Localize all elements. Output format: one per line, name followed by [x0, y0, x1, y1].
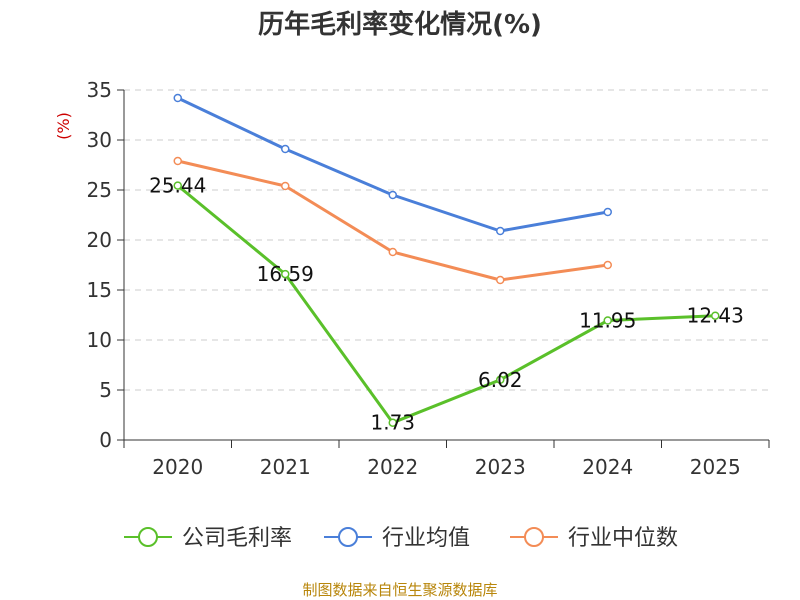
series-line-2 — [177, 159, 608, 282]
y-tick-label-0: 0 — [99, 428, 112, 452]
data-label-2022: 1.73 — [370, 411, 415, 435]
x-tick-label-2024: 2024 — [582, 455, 633, 479]
y-tick-label-30: 30 — [87, 128, 112, 152]
series-1 — [173, 93, 612, 236]
series-line-1 — [177, 96, 609, 233]
data-point-0-2025 — [711, 311, 720, 320]
x-tick-label-2020: 2020 — [152, 455, 203, 479]
data-point-2-2023 — [496, 275, 505, 285]
data-point-1-2021 — [281, 144, 290, 154]
data-point-1-2023 — [496, 226, 505, 236]
y-tick-label-25: 25 — [87, 178, 112, 202]
data-labels: 25.44 16.59 1.73 6.02 11.95 12.43 — [149, 174, 744, 435]
chart-title: 历年毛利率变化情况(%) — [258, 10, 542, 40]
x-tick-label-2022: 2022 — [367, 455, 418, 479]
data-point-1-2022 — [388, 190, 397, 200]
legend-marker-2 — [524, 527, 544, 547]
data-label-2024: 11.95 — [579, 309, 636, 333]
y-tick-label-10: 10 — [87, 328, 112, 352]
legend-item-1: 行业均值 — [324, 526, 470, 551]
data-point-0-2021 — [281, 269, 290, 279]
legend-marker-0 — [138, 527, 158, 547]
y-tick-label-5: 5 — [99, 378, 112, 402]
legend-item-0: 公司毛利率 — [124, 526, 292, 551]
legend-item-2: 行业中位数 — [510, 526, 678, 551]
data-point-0-2024 — [603, 316, 612, 325]
series-line-0 — [176, 184, 716, 425]
y-tick-label-20: 20 — [87, 228, 112, 252]
legend-label-1: 行业均值 — [382, 526, 470, 551]
y-tick-label-35: 35 — [87, 78, 112, 102]
source-note: 制图数据来自恒生聚源数据库 — [302, 581, 498, 599]
legend: 公司毛利率 行业均值 行业中位数 — [124, 526, 678, 551]
data-point-0-2020 — [173, 181, 182, 190]
x-tick-label-2025: 2025 — [690, 455, 741, 479]
data-label-2020: 25.44 — [149, 174, 206, 198]
data-label-2025: 12.43 — [687, 304, 744, 328]
series-0 — [173, 181, 720, 427]
data-point-2-2021 — [281, 181, 290, 191]
data-label-2021: 16.59 — [257, 262, 314, 286]
gridlines — [124, 89, 769, 391]
x-tick-label-2021: 2021 — [260, 455, 311, 479]
data-point-2-2020 — [173, 156, 182, 166]
data-point-2-2024 — [603, 260, 612, 270]
x-tick-label-2023: 2023 — [475, 455, 526, 479]
data-point-0-2023 — [496, 375, 505, 385]
legend-marker-1 — [338, 527, 358, 547]
series — [173, 93, 720, 427]
data-label-2023: 6.02 — [478, 368, 523, 392]
series-2 — [173, 156, 612, 285]
legend-label-2: 行业中位数 — [568, 526, 678, 551]
data-point-1-2024 — [603, 207, 612, 217]
data-point-0-2022 — [388, 418, 397, 427]
y-axis-title: (%) — [54, 112, 73, 140]
legend-label-0: 公司毛利率 — [182, 526, 292, 551]
data-point-2-2022 — [388, 247, 397, 257]
y-tick-label-15: 15 — [87, 278, 112, 302]
data-point-1-2020 — [173, 93, 182, 103]
